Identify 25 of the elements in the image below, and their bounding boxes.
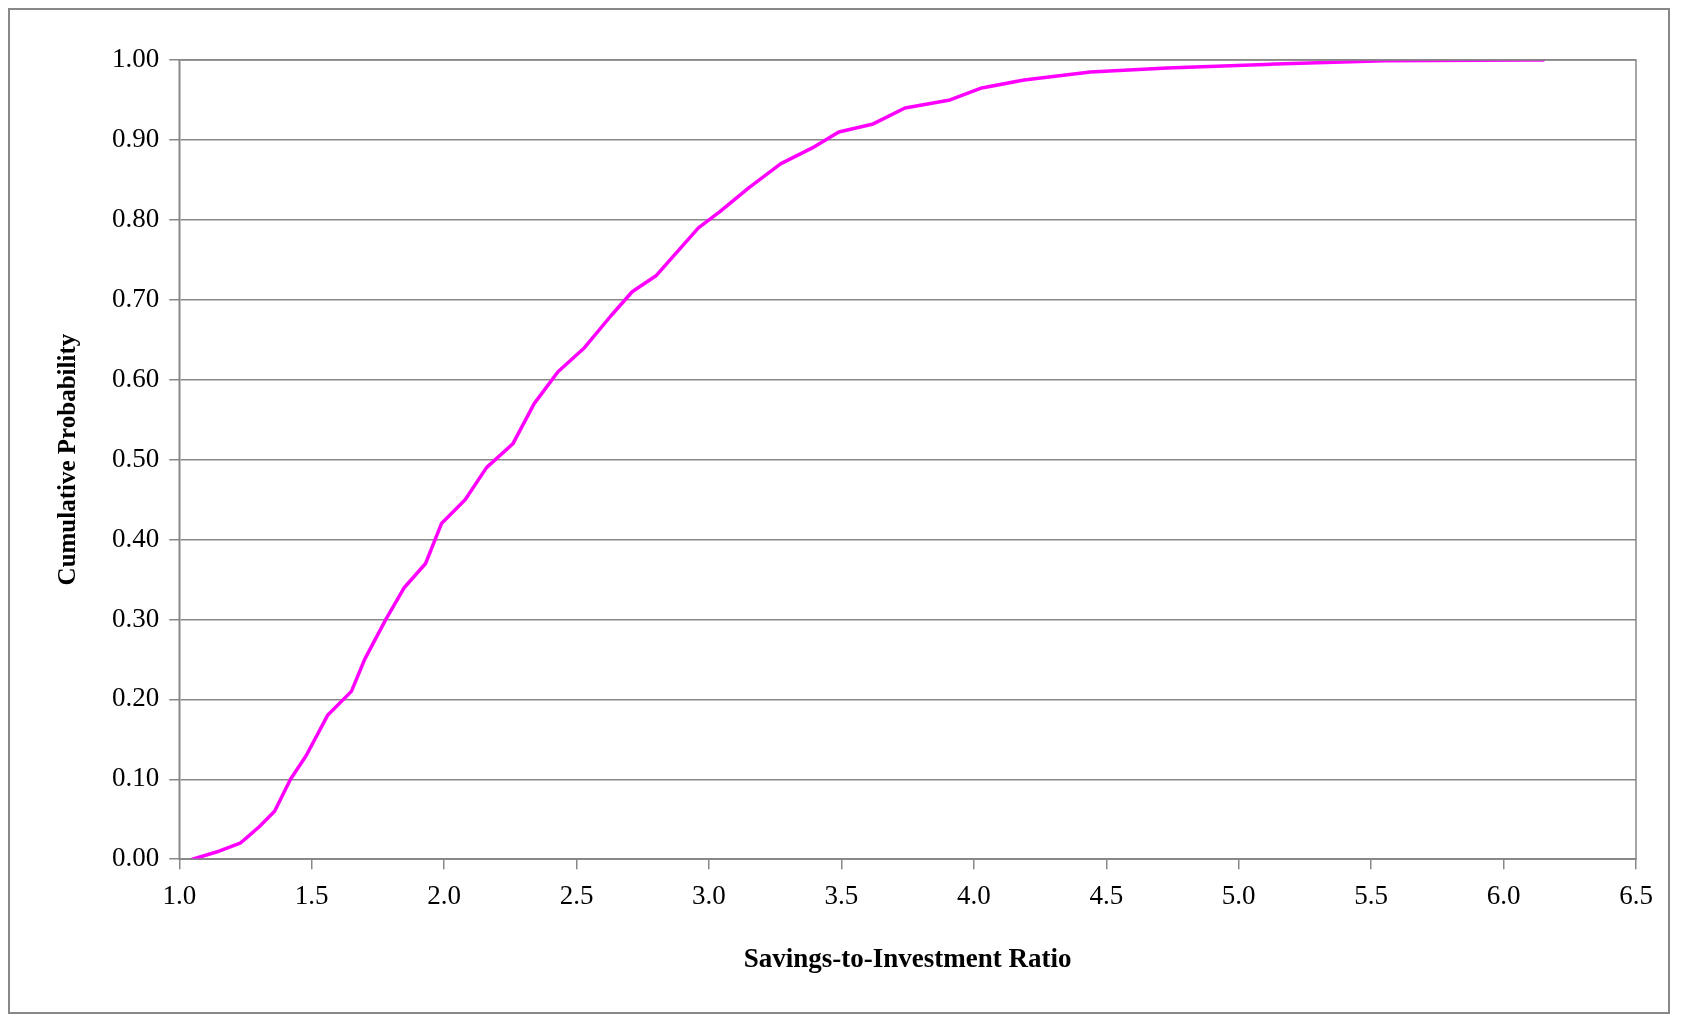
x-tick-label: 1.0 xyxy=(162,880,197,911)
y-axis-title: Cumulative Probability xyxy=(53,333,81,586)
x-tick-label: 6.0 xyxy=(1486,880,1521,911)
y-tick-label: 0.30 xyxy=(112,602,160,633)
y-tick-label: 0.50 xyxy=(112,442,160,473)
y-tick-label: 0.70 xyxy=(112,282,160,313)
x-tick-label: 2.0 xyxy=(427,880,461,911)
x-tick-label: 4.5 xyxy=(1089,880,1124,911)
x-tick-label: 3.0 xyxy=(692,880,726,911)
y-tick-label: 0.90 xyxy=(112,123,160,154)
y-tick-label: 0.40 xyxy=(112,522,160,553)
y-tick-label: 0.10 xyxy=(112,762,160,793)
y-tick-label: 0.00 xyxy=(112,842,160,873)
x-tick-label: 3.5 xyxy=(824,880,859,911)
x-tick-label: 1.5 xyxy=(294,880,329,911)
x-tick-label: 6.5 xyxy=(1619,880,1653,911)
x-tick-label: 5.0 xyxy=(1221,880,1256,911)
y-tick-label: 0.80 xyxy=(112,202,160,233)
y-tick-label: 1.00 xyxy=(112,43,160,74)
x-tick-label: 5.5 xyxy=(1354,880,1389,911)
x-axis-title: Savings-to-Investment Ratio xyxy=(743,942,1072,973)
y-tick-label: 0.60 xyxy=(112,362,160,393)
y-tick-label: 0.20 xyxy=(112,682,160,713)
x-tick-label: 4.0 xyxy=(956,880,991,911)
x-tick-label: 2.5 xyxy=(559,880,594,911)
